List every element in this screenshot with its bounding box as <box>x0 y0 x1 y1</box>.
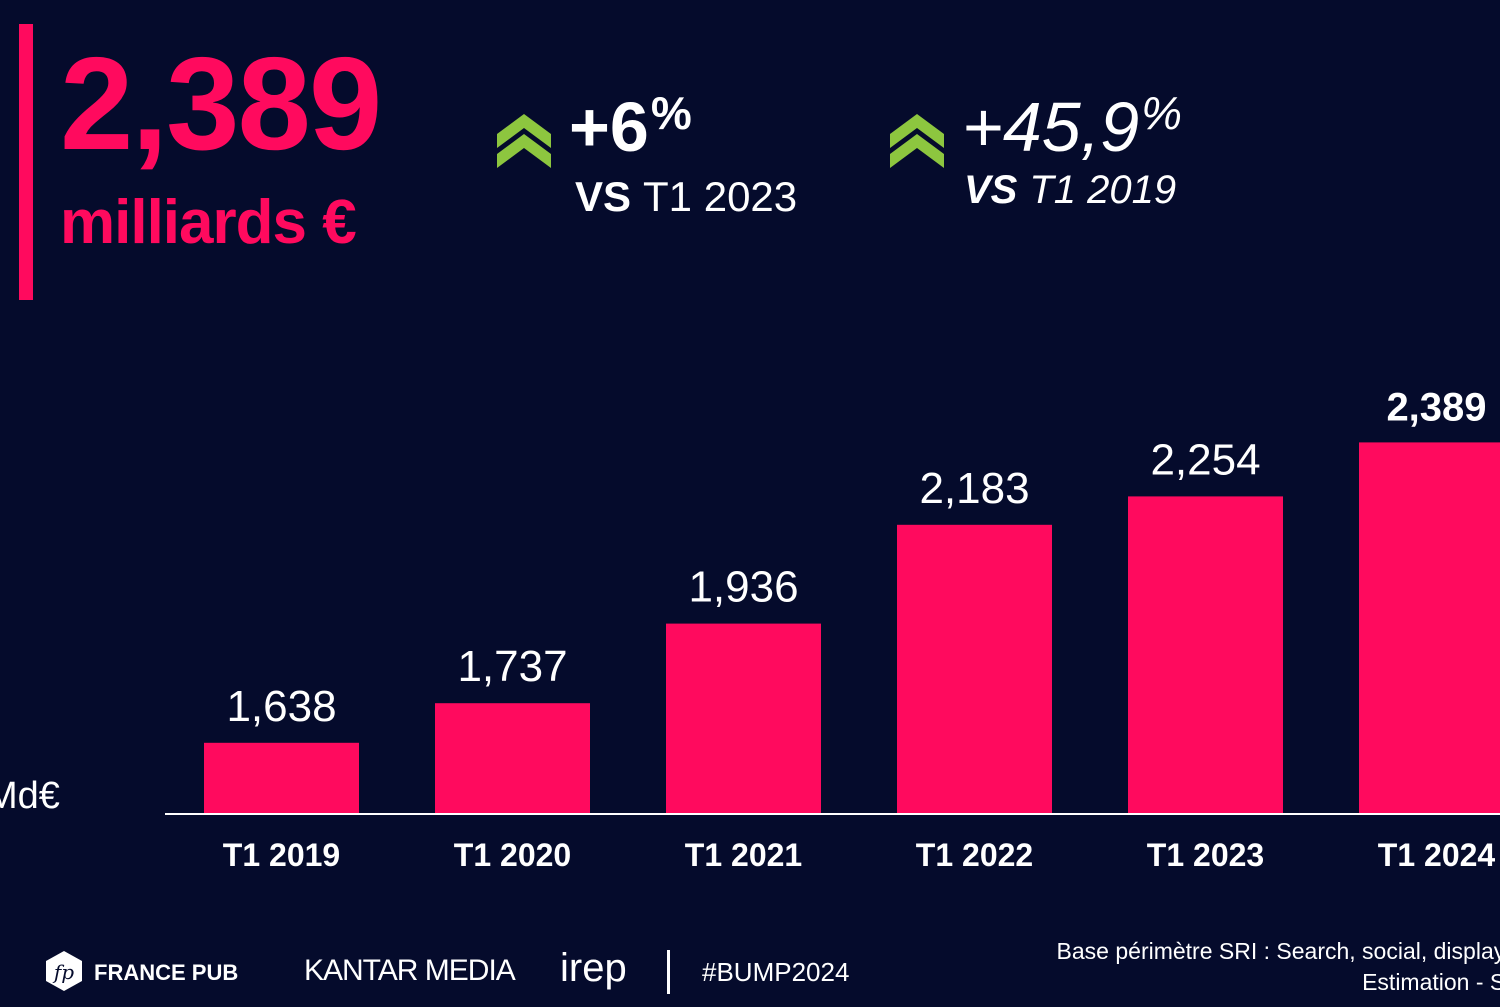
bar-chart: 1,638 T1 2019 1,737 T1 2020 1,936 T1 2021 2,18… <box>165 385 1500 873</box>
accent-bar <box>19 24 33 300</box>
category-label: T1 2023 <box>1147 837 1264 873</box>
percent-sign: % <box>1141 87 1183 139</box>
headline-unit: milliards € <box>60 188 357 257</box>
bar-t1-2020 <box>435 703 590 814</box>
kpi-vs-2023: +6% VS T1 2023 <box>497 84 837 234</box>
category-label: T1 2020 <box>454 837 571 873</box>
bar-t1-2021 <box>666 623 821 814</box>
bar-t1-2024 <box>1359 442 1500 814</box>
value-label: 2,183 <box>919 464 1029 513</box>
source-note: Base périmètre SRI : Search, social, dis… <box>930 936 1500 998</box>
kpi-percent: +6% <box>569 87 692 166</box>
double-chevron-up-icon <box>497 114 551 168</box>
kpi-reference: T1 2019 <box>1029 168 1177 212</box>
bar-t1-2019 <box>204 742 359 814</box>
value-label: 2,389 <box>1386 385 1486 429</box>
france-pub-logo: fp FRANCE PUB <box>44 948 254 994</box>
category-label: T1 2022 <box>916 837 1033 873</box>
category-label: T1 2019 <box>223 837 340 873</box>
source-line-1: Base périmètre SRI : Search, social, dis… <box>1056 938 1500 964</box>
double-chevron-up-icon <box>890 114 944 168</box>
kpi-comparison: VS T1 2023 <box>575 176 797 218</box>
footer-divider <box>667 950 670 994</box>
kpi-comparison: VS T1 2019 <box>964 170 1176 210</box>
bar-t1-2023 <box>1128 496 1283 814</box>
percent-sign: % <box>650 87 692 139</box>
kantar-media-logo: KANTAR MEDIA <box>304 954 516 987</box>
y-unit-label: Md€ <box>0 775 60 817</box>
category-label: T1 2024 <box>1378 837 1496 873</box>
vs-label: VS <box>964 168 1018 212</box>
svg-text:fp: fp <box>52 960 74 984</box>
value-label: 1,638 <box>226 682 336 731</box>
irep-logo: irep <box>560 946 627 990</box>
category-label: T1 2021 <box>685 837 802 873</box>
value-label: 1,936 <box>688 563 798 612</box>
vs-label: VS <box>575 173 632 220</box>
france-pub-logo-text: FRANCE PUB <box>94 960 239 985</box>
kpi-percent: +45,9% <box>962 87 1183 166</box>
hashtag: #BUMP2024 <box>702 957 850 987</box>
bar-t1-2022 <box>897 524 1052 814</box>
france-pub-logo-icon: fp <box>46 951 82 991</box>
headline-value: 2,389 <box>60 30 382 177</box>
value-label: 1,737 <box>457 642 567 691</box>
kpi-reference: T1 2023 <box>643 173 798 220</box>
kpi-vs-2019: +45,9% VS T1 2019 <box>890 84 1220 224</box>
value-label: 2,254 <box>1150 435 1260 484</box>
source-line-2: Estimation - Sourc <box>1362 969 1500 995</box>
